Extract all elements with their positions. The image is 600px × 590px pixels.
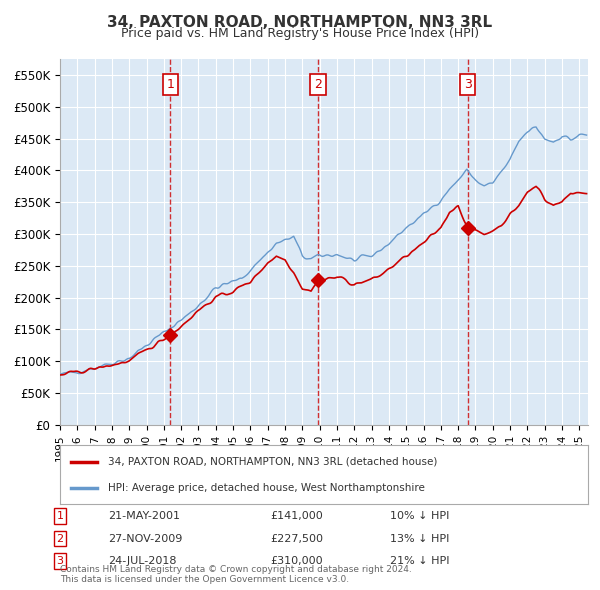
Text: 1: 1	[56, 512, 64, 521]
Text: £141,000: £141,000	[270, 512, 323, 521]
Text: Contains HM Land Registry data © Crown copyright and database right 2024.
This d: Contains HM Land Registry data © Crown c…	[60, 565, 412, 584]
Text: 10% ↓ HPI: 10% ↓ HPI	[390, 512, 449, 521]
Text: HPI: Average price, detached house, West Northamptonshire: HPI: Average price, detached house, West…	[107, 483, 424, 493]
Text: 27-NOV-2009: 27-NOV-2009	[108, 534, 182, 543]
Text: Price paid vs. HM Land Registry's House Price Index (HPI): Price paid vs. HM Land Registry's House …	[121, 27, 479, 40]
Text: 3: 3	[56, 556, 64, 566]
Text: 21% ↓ HPI: 21% ↓ HPI	[390, 556, 449, 566]
Text: £310,000: £310,000	[270, 556, 323, 566]
Text: 1: 1	[167, 78, 175, 91]
Text: 2: 2	[314, 78, 322, 91]
Text: 2: 2	[56, 534, 64, 543]
Text: 24-JUL-2018: 24-JUL-2018	[108, 556, 176, 566]
Text: £227,500: £227,500	[270, 534, 323, 543]
Text: 21-MAY-2001: 21-MAY-2001	[108, 512, 180, 521]
Text: 34, PAXTON ROAD, NORTHAMPTON, NN3 3RL: 34, PAXTON ROAD, NORTHAMPTON, NN3 3RL	[107, 15, 493, 30]
Text: 13% ↓ HPI: 13% ↓ HPI	[390, 534, 449, 543]
Text: 3: 3	[464, 78, 472, 91]
Text: 34, PAXTON ROAD, NORTHAMPTON, NN3 3RL (detached house): 34, PAXTON ROAD, NORTHAMPTON, NN3 3RL (d…	[107, 457, 437, 467]
